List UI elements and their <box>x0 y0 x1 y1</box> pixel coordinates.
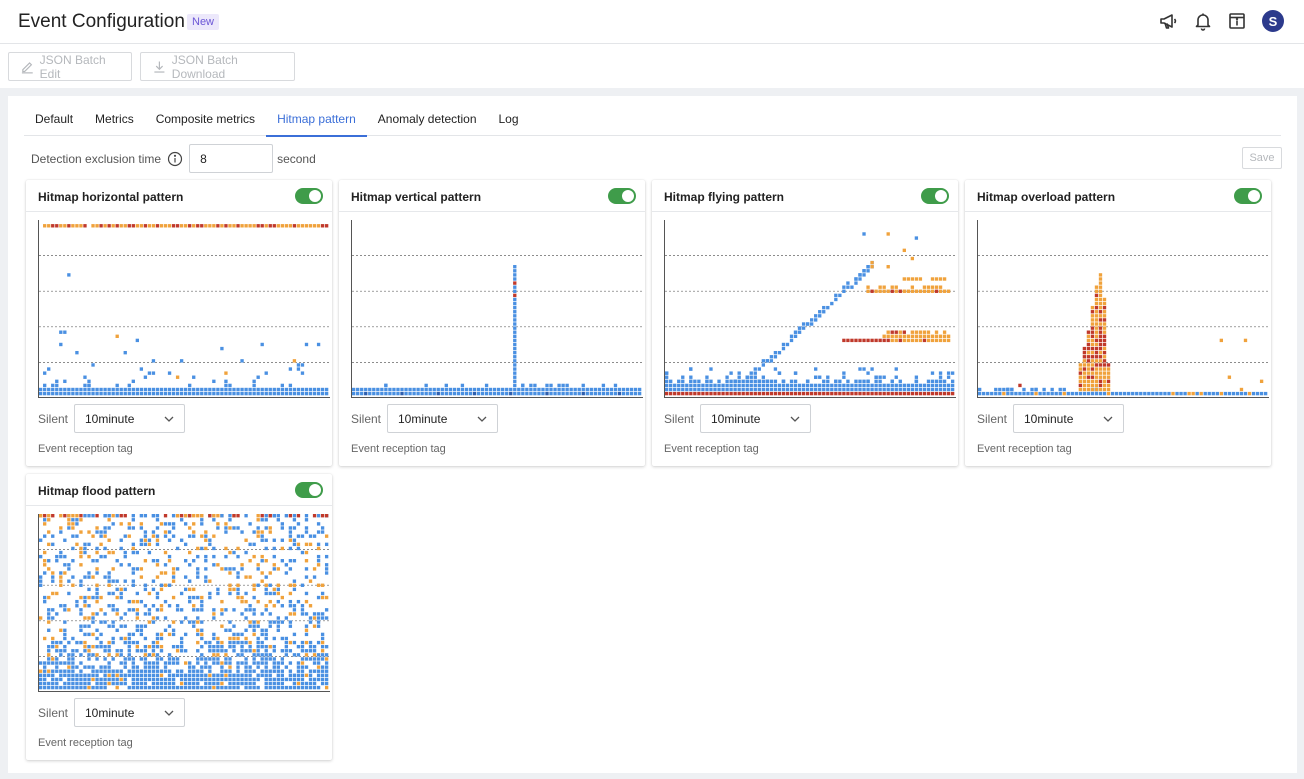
pencil-icon <box>21 61 33 73</box>
silent-label: Silent <box>664 412 695 426</box>
hitmap-chart <box>977 220 1269 398</box>
tab-log[interactable]: Log <box>498 112 519 126</box>
new-badge: New <box>187 14 220 30</box>
pattern-toggle[interactable] <box>295 188 323 204</box>
silent-value: 10minute <box>1024 411 1074 426</box>
tab-anomaly-detection[interactable]: Anomaly detection <box>377 112 477 126</box>
tab-composite-metrics[interactable]: Composite metrics <box>155 112 256 126</box>
json-batch-edit-label: JSON Batch Edit <box>39 52 106 81</box>
hitmap-chart <box>38 220 330 398</box>
json-batch-download-button[interactable]: JSON Batch Download <box>140 52 295 81</box>
pattern-toggle[interactable] <box>608 188 636 204</box>
silent-label: Silent <box>351 412 382 426</box>
card-title: Hitmap overload pattern <box>977 190 1116 204</box>
exclusion-time-input[interactable] <box>189 144 274 173</box>
event-reception-tag-label: Event reception tag <box>351 443 446 455</box>
silent-select[interactable]: 10minute <box>387 404 498 433</box>
megaphone-icon[interactable] <box>1158 10 1180 32</box>
page-title: Event Configuration <box>18 11 185 32</box>
silent-label: Silent <box>977 412 1008 426</box>
json-batch-download-label: JSON Batch Download <box>171 52 238 81</box>
card-flood-pattern: Hitmap flood pattern Silent 10minute Eve… <box>26 474 332 760</box>
card-header: Hitmap flying pattern <box>652 180 958 212</box>
bell-icon[interactable] <box>1192 10 1214 32</box>
card-header: Hitmap horizontal pattern <box>26 180 332 212</box>
tab-metrics[interactable]: Metrics <box>95 112 134 126</box>
calendar-info-icon[interactable] <box>1226 10 1248 32</box>
chevron-down-icon <box>164 416 174 422</box>
pattern-toggle[interactable] <box>1234 188 1262 204</box>
silent-select[interactable]: 10minute <box>700 404 811 433</box>
card-header: Hitmap flood pattern <box>26 474 332 506</box>
exclusion-label: Detection exclusion time <box>31 151 162 166</box>
save-button[interactable]: Save <box>1242 147 1282 169</box>
pattern-toggle[interactable] <box>921 188 949 204</box>
exclusion-row: Detection exclusion time second <box>31 144 316 173</box>
card-title: Hitmap flying pattern <box>664 190 785 204</box>
event-reception-tag-label: Event reception tag <box>664 443 759 455</box>
chevron-down-icon <box>1103 416 1113 422</box>
tab-bar: Default Metrics Composite metrics Hitmap… <box>24 102 1281 137</box>
silent-value: 10minute <box>85 705 135 720</box>
exclusion-unit: second <box>277 151 316 166</box>
event-reception-tag-label: Event reception tag <box>977 443 1072 455</box>
card-vertical-pattern: Hitmap vertical pattern Silent 10minute … <box>339 180 645 466</box>
info-icon[interactable] <box>167 151 183 167</box>
chevron-down-icon <box>477 416 487 422</box>
hitmap-chart <box>664 220 956 398</box>
card-horizontal-pattern: Hitmap horizontal pattern Silent 10minut… <box>26 180 332 466</box>
silent-label: Silent <box>38 412 69 426</box>
card-header: Hitmap vertical pattern <box>339 180 645 212</box>
card-title: Hitmap vertical pattern <box>351 190 482 204</box>
json-batch-edit-button[interactable]: JSON Batch Edit <box>8 52 132 81</box>
chevron-down-icon <box>790 416 800 422</box>
event-reception-tag-label: Event reception tag <box>38 443 133 455</box>
silent-value: 10minute <box>711 411 761 426</box>
tab-default[interactable]: Default <box>35 112 74 126</box>
pattern-toggle[interactable] <box>295 482 323 498</box>
card-flying-pattern: Hitmap flying pattern Silent 10minute Ev… <box>652 180 958 466</box>
silent-select[interactable]: 10minute <box>1013 404 1124 433</box>
download-icon <box>154 61 165 73</box>
top-bar: Event Configuration New S <box>0 0 1304 44</box>
hitmap-chart <box>351 220 643 398</box>
card-title: Hitmap horizontal pattern <box>38 190 184 204</box>
card-title: Hitmap flood pattern <box>38 484 156 498</box>
silent-label: Silent <box>38 706 69 720</box>
tab-hitmap-pattern[interactable]: Hitmap pattern <box>266 102 367 137</box>
action-bar: JSON Batch Edit JSON Batch Download <box>0 44 1304 88</box>
silent-value: 10minute <box>85 411 135 426</box>
hitmap-chart <box>38 514 330 692</box>
silent-select[interactable]: 10minute <box>74 698 185 727</box>
silent-select[interactable]: 10minute <box>74 404 185 433</box>
card-overload-pattern: Hitmap overload pattern Silent 10minute … <box>965 180 1271 466</box>
card-header: Hitmap overload pattern <box>965 180 1271 212</box>
chevron-down-icon <box>164 710 174 716</box>
silent-value: 10minute <box>398 411 448 426</box>
top-icons: S <box>1158 10 1284 32</box>
avatar[interactable]: S <box>1262 10 1284 32</box>
event-reception-tag-label: Event reception tag <box>38 737 133 749</box>
